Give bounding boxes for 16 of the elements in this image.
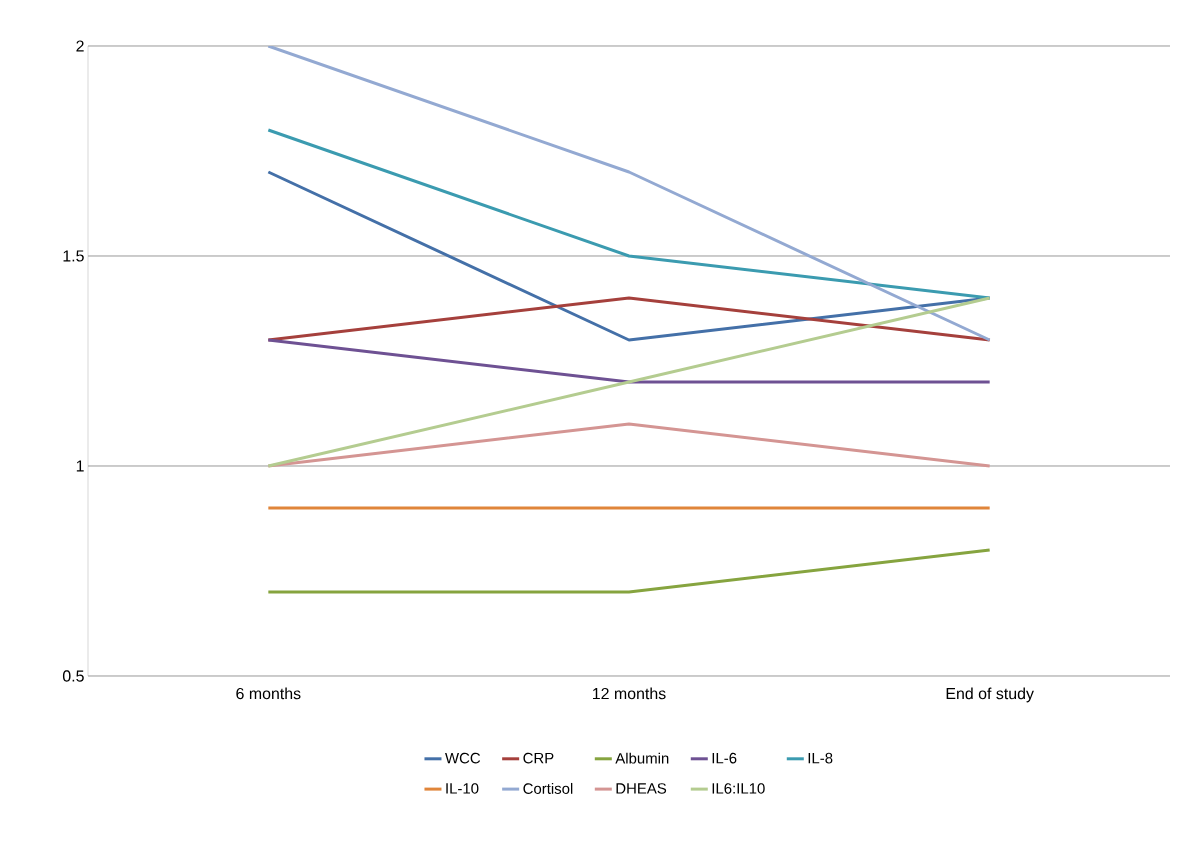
legend-label: DHEAS bbox=[616, 783, 667, 794]
legend-label: CRP bbox=[523, 752, 554, 764]
y-tick-label: 1.5 bbox=[63, 250, 84, 262]
y-tick-label: 1 bbox=[76, 460, 84, 472]
legend-label: IL6:IL10 bbox=[712, 783, 765, 794]
legend-label: Cortisol bbox=[523, 782, 573, 794]
legend-label: WCC bbox=[445, 752, 481, 764]
legend-label: IL-6 bbox=[712, 752, 737, 764]
y-tick-label: 0.5 bbox=[62, 670, 84, 682]
legend-label: IL-10 bbox=[446, 783, 479, 794]
legend-label: IL-8 bbox=[808, 752, 833, 764]
legend-label: Albumin bbox=[615, 752, 669, 764]
x-tick-label: 12 months bbox=[593, 687, 666, 700]
x-tick-label: End of study bbox=[946, 687, 1034, 703]
y-tick-label: 2 bbox=[76, 40, 84, 52]
x-tick-label: 6 months bbox=[236, 687, 301, 700]
